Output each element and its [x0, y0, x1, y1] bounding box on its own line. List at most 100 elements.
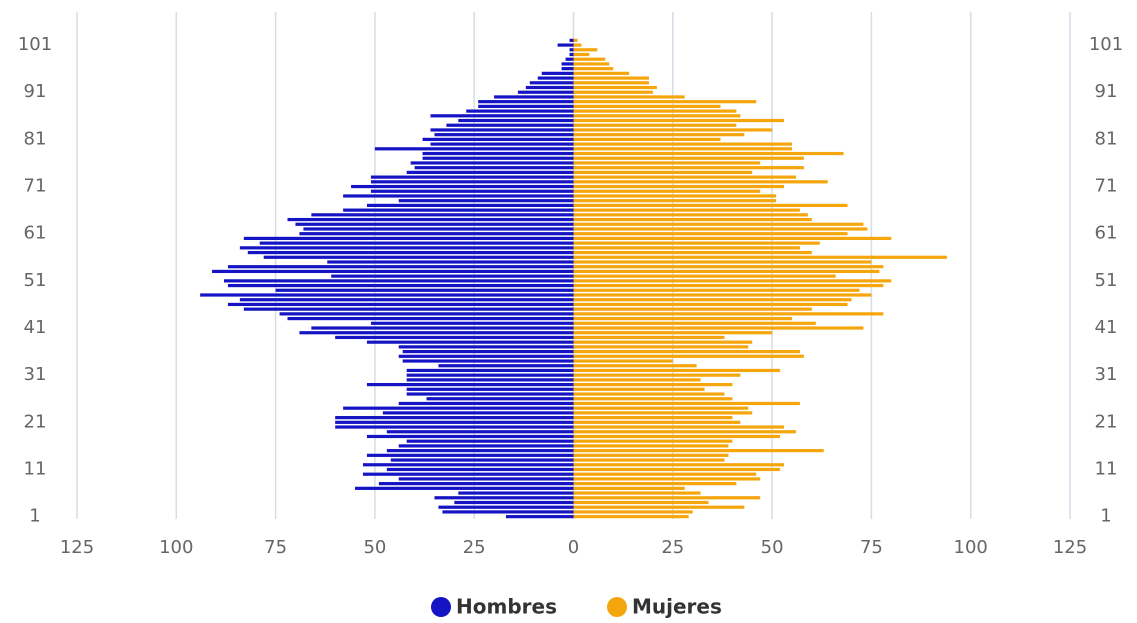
- bar: [287, 217, 574, 222]
- bar: [247, 250, 574, 255]
- bar: [573, 463, 785, 467]
- bar: [541, 71, 574, 75]
- bar: [454, 500, 574, 505]
- bar: [573, 90, 653, 94]
- y-tick-label: 21: [24, 411, 47, 432]
- bar: [438, 505, 574, 509]
- x-tick-label: 50: [761, 537, 784, 558]
- bar: [299, 232, 574, 236]
- bar: [573, 95, 685, 99]
- bar: [386, 467, 574, 472]
- y-tick-label: 101: [18, 34, 52, 55]
- bar: [299, 331, 574, 335]
- bar: [366, 383, 574, 387]
- bar: [370, 180, 574, 184]
- bar: [406, 439, 574, 443]
- bar: [335, 335, 574, 340]
- x-tick-label: 50: [363, 537, 386, 558]
- bar: [557, 43, 574, 47]
- bar: [370, 175, 574, 179]
- bar: [573, 232, 848, 236]
- bar: [573, 203, 848, 208]
- x-tick-label: 25: [661, 537, 684, 558]
- bar: [573, 302, 848, 307]
- bar: [573, 383, 733, 387]
- bar: [573, 486, 685, 490]
- bar: [573, 359, 673, 363]
- bar: [402, 359, 574, 363]
- bar: [390, 458, 574, 462]
- bar: [565, 57, 574, 61]
- bar: [430, 142, 574, 146]
- bar: [370, 321, 574, 325]
- y-tick-label: 81: [24, 128, 47, 149]
- bar: [275, 288, 574, 292]
- bar: [573, 67, 614, 71]
- bar: [573, 340, 753, 344]
- bar: [410, 161, 574, 165]
- bar: [573, 52, 590, 57]
- bar: [505, 515, 574, 519]
- bar: [573, 472, 757, 476]
- bar: [200, 293, 574, 297]
- bar: [366, 340, 574, 344]
- bar: [398, 401, 574, 406]
- bar: [295, 222, 574, 226]
- bar: [573, 217, 812, 222]
- bar: [573, 151, 844, 156]
- bar: [573, 288, 860, 292]
- bar: [223, 279, 574, 283]
- bar: [494, 95, 574, 99]
- bar: [331, 274, 574, 278]
- bar: [573, 500, 709, 505]
- bar: [406, 387, 574, 391]
- bar: [398, 345, 574, 349]
- bar: [573, 114, 741, 118]
- bar: [573, 128, 773, 132]
- legend-label: Hombres: [456, 595, 557, 619]
- y-tick-label-right: 51: [1095, 270, 1118, 291]
- y-tick-label-right: 31: [1095, 364, 1118, 385]
- bar: [573, 279, 892, 283]
- bar: [573, 156, 804, 160]
- bar: [573, 123, 737, 127]
- bar: [398, 444, 574, 448]
- bar: [573, 368, 781, 373]
- bar: [573, 213, 808, 217]
- y-tick-label-right: 61: [1095, 223, 1118, 244]
- bar: [573, 250, 812, 255]
- bar: [573, 222, 864, 226]
- bar: [430, 114, 574, 118]
- bar: [335, 420, 574, 424]
- y-tick-label-right: 101: [1089, 34, 1123, 55]
- x-tick-label: 100: [159, 537, 193, 558]
- y-tick-label-right: 81: [1095, 128, 1118, 149]
- bar: [573, 175, 796, 179]
- bar: [573, 307, 812, 311]
- bar: [227, 265, 574, 269]
- legend-marker: [431, 597, 451, 617]
- bar: [573, 491, 701, 495]
- legend: Hombres Mujeres: [431, 595, 722, 619]
- bar: [398, 199, 574, 203]
- bar: [311, 213, 574, 217]
- bar: [362, 463, 574, 467]
- bar: [374, 147, 574, 151]
- bar: [382, 411, 574, 415]
- x-tick-label: 75: [264, 537, 287, 558]
- bar: [355, 486, 574, 490]
- bar: [573, 430, 796, 434]
- bar: [573, 387, 705, 391]
- bar: [573, 104, 721, 108]
- bar: [227, 302, 574, 307]
- bar: [422, 151, 574, 156]
- bar: [573, 510, 693, 514]
- bar: [243, 307, 574, 311]
- bar: [573, 444, 729, 448]
- bar: [442, 510, 574, 514]
- bar: [406, 392, 574, 396]
- bar: [573, 406, 749, 410]
- bar: [335, 425, 574, 429]
- bar: [366, 453, 574, 457]
- bar: [573, 170, 753, 174]
